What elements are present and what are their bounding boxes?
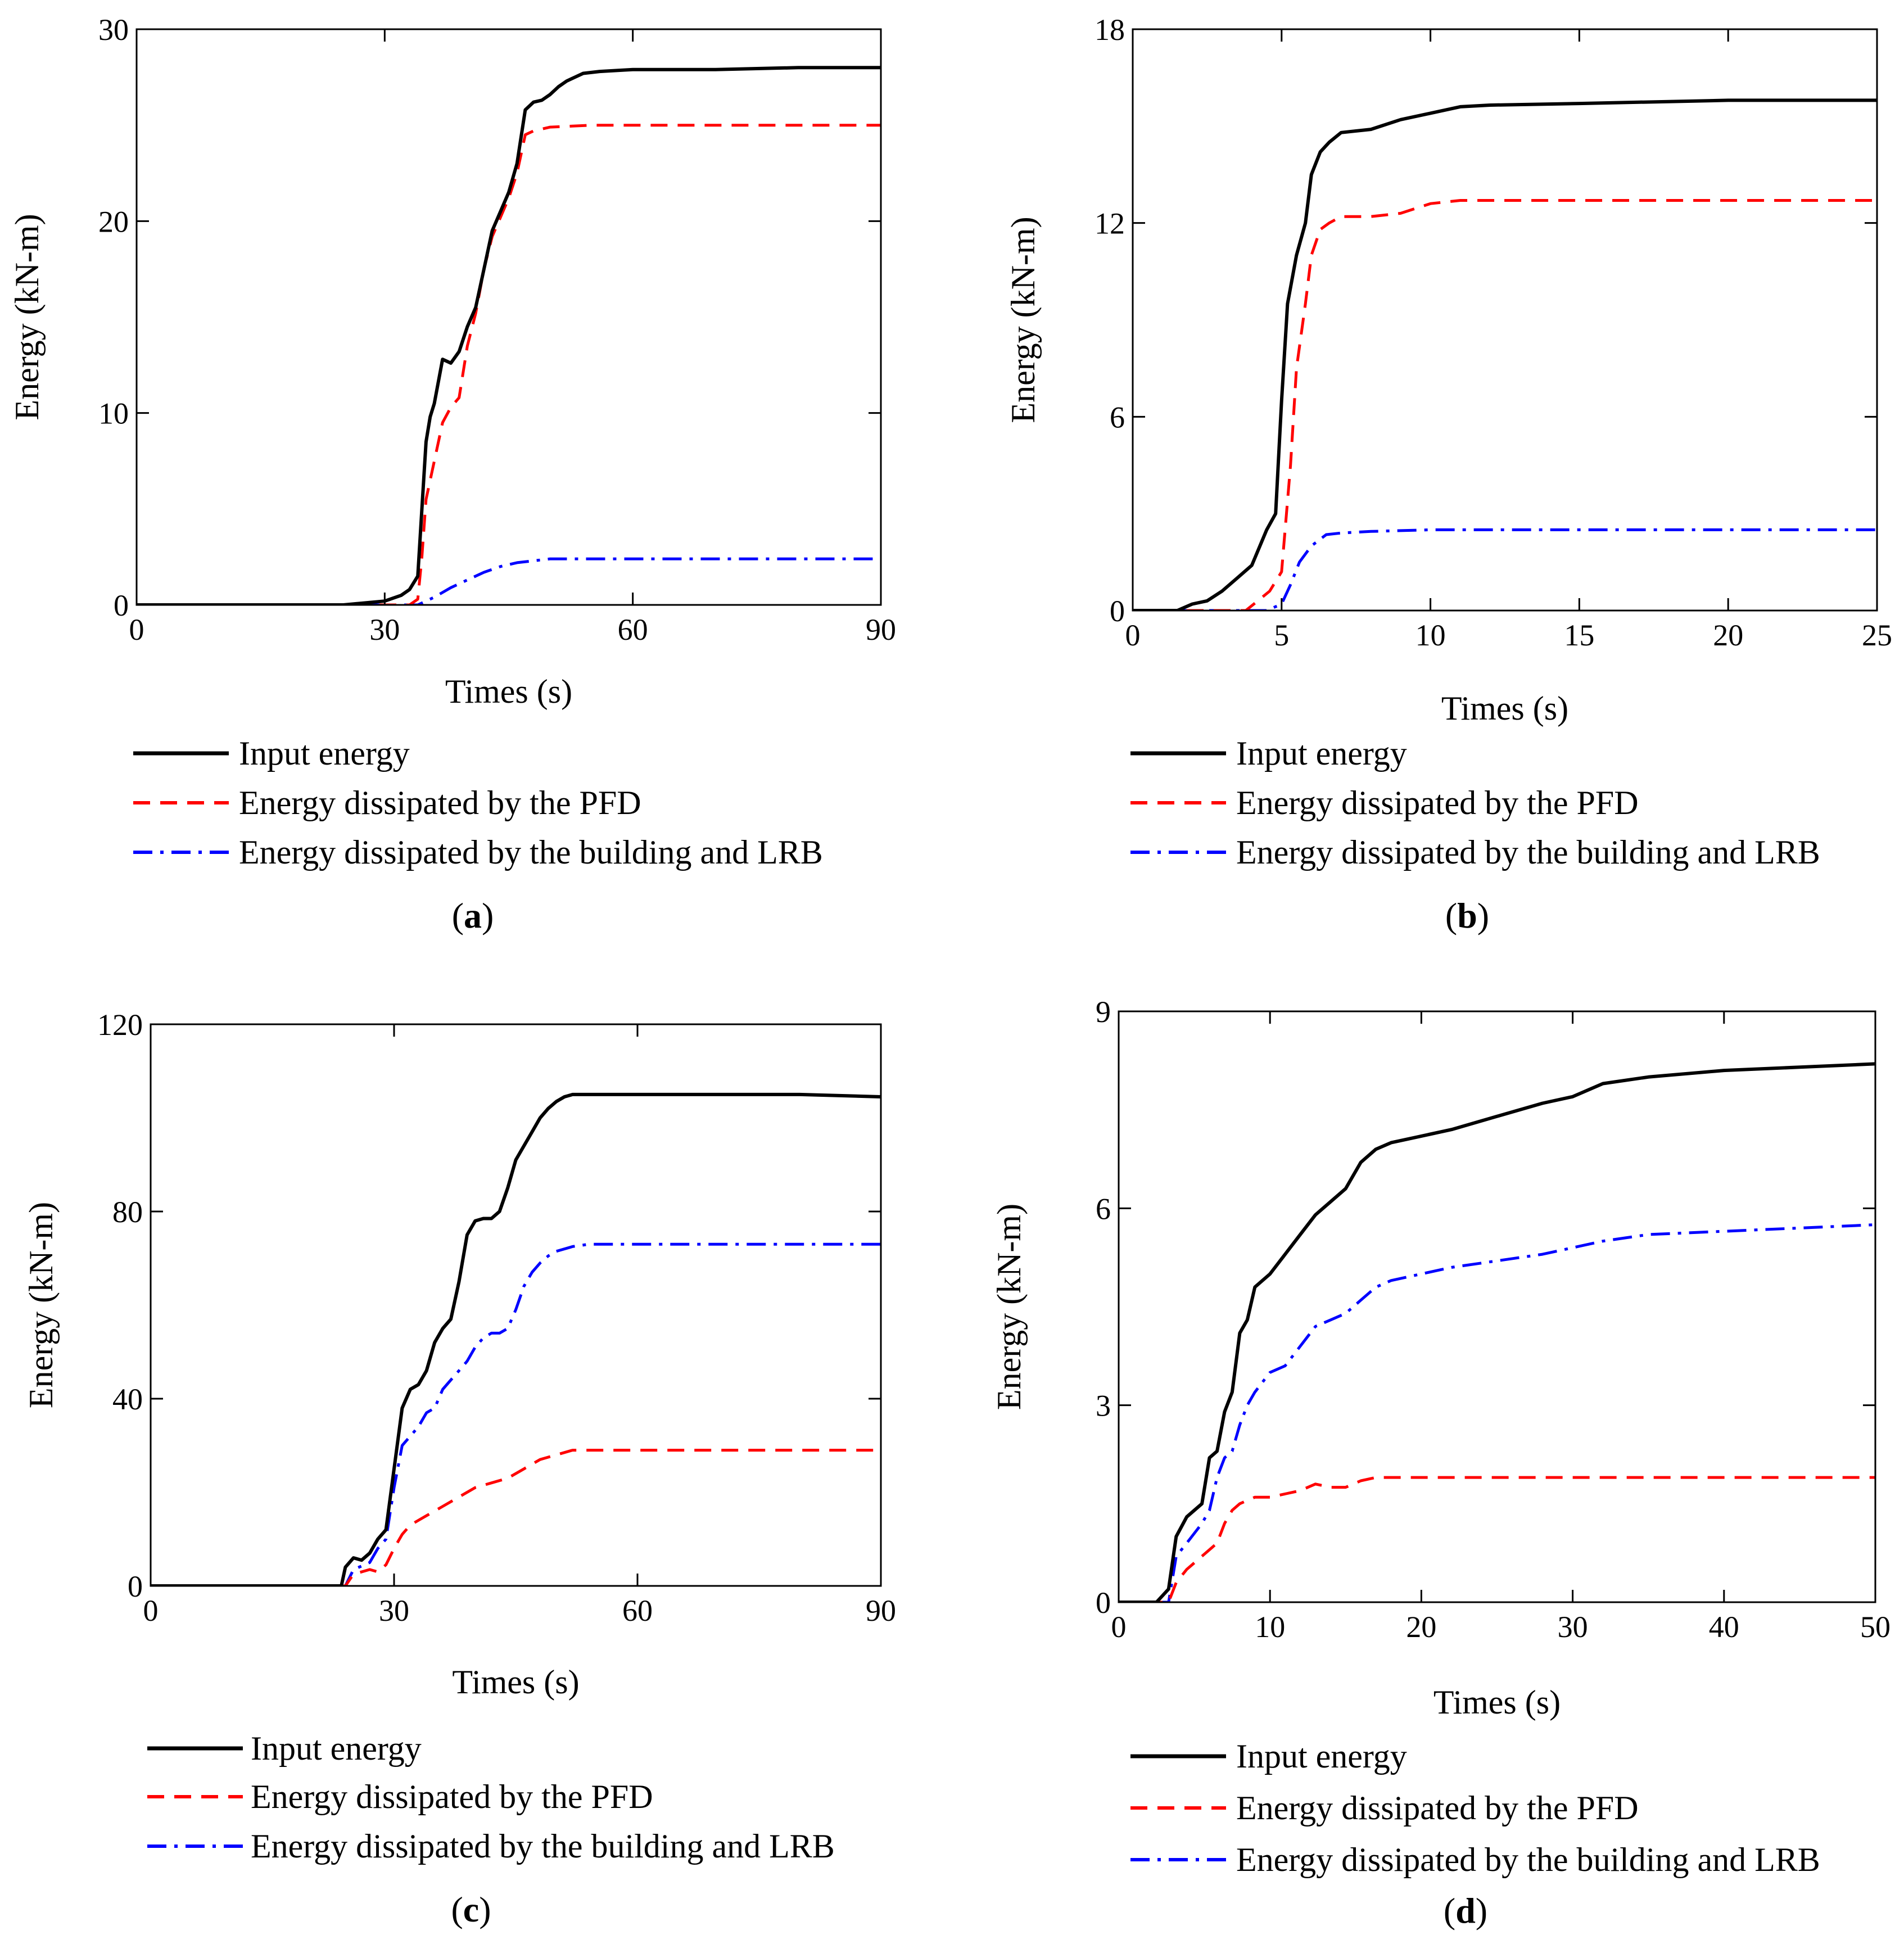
series-pfd-line (1119, 1476, 1875, 1602)
legend-label-pfd: Energy dissipated by the PFD (239, 784, 641, 821)
chart-panel-b: 0 5 10 15 20 25 0 6 12 18 Times (s) Energy (kN-m) In… (1005, 13, 1892, 935)
x-tick-label: 0 (143, 1594, 159, 1628)
y-tick-label: 6 (1096, 1192, 1111, 1226)
x-tick-label: 40 (1709, 1610, 1739, 1644)
x-axis-label: Times (s) (1433, 1684, 1561, 1721)
x-tick-label: 20 (1406, 1610, 1436, 1644)
x-axis-label: Times (s) (452, 1663, 579, 1701)
legend: Input energy Energy dissipated by the PFD… (133, 735, 823, 871)
x-tick-label: 90 (866, 613, 896, 647)
legend: Input energy Energy dissipated by the PFD… (147, 1730, 835, 1865)
y-tick-label: 20 (98, 205, 129, 238)
x-tick-label: 25 (1862, 618, 1892, 652)
y-tick-label: 0 (1110, 594, 1125, 628)
legend-label-input: Input energy (251, 1730, 422, 1767)
legend-label-input: Input energy (239, 735, 410, 772)
plot-frame (1132, 28, 1878, 612)
plot-frame (1118, 1010, 1876, 1603)
series-group (1119, 1062, 1875, 1602)
series-pfd-line (1133, 199, 1877, 611)
y-tick-label: 18 (1095, 13, 1125, 47)
x-tick-label: 60 (622, 1594, 653, 1628)
x-axis-label: Times (s) (445, 673, 572, 710)
series-lrb-line (1133, 528, 1877, 611)
series-group (1133, 98, 1877, 611)
y-axis-label: Energy (kN-m) (1005, 216, 1042, 423)
y-axis-label: Energy (kN-m) (8, 214, 46, 420)
x-tick-label: 5 (1274, 618, 1289, 652)
series-input-line (1133, 98, 1877, 611)
panel-label: (c) (451, 1889, 491, 1929)
chart-panel-d: 0 10 20 30 40 50 0 3 6 9 Times (s) Energy (kN-m) Inp… (991, 995, 1891, 1931)
plot-frame (135, 28, 882, 606)
series-input-line (1119, 1062, 1875, 1602)
legend-label-input: Input energy (1236, 1738, 1407, 1775)
y-tick-label: 30 (98, 13, 129, 47)
legend-label-pfd: Energy dissipated by the PFD (1236, 784, 1639, 821)
legend: Input energy Energy dissipated by the PFD… (1130, 1738, 1820, 1878)
y-tick-label: 80 (112, 1195, 143, 1229)
x-axis-label: Times (s) (1441, 690, 1568, 727)
y-tick-label: 6 (1110, 400, 1125, 434)
x-tick-label: 10 (1415, 618, 1446, 652)
y-tick-label: 0 (1096, 1586, 1111, 1620)
y-tick-label: 3 (1096, 1389, 1111, 1423)
chart-panel-a: 0 30 60 90 0 10 20 30 Times (s) Energy (kN-m) Inpu… (8, 13, 896, 935)
x-tick-label: 15 (1564, 618, 1594, 652)
x-tick-label: 0 (129, 613, 144, 647)
panel-label: (b) (1445, 896, 1489, 935)
chart-panel-c: 0 30 60 90 0 40 80 120 Times (s) Energy (kN-m) Inp… (22, 1008, 896, 1929)
legend-label-pfd: Energy dissipated by the PFD (251, 1778, 653, 1815)
x-tick-label: 90 (866, 1594, 896, 1628)
legend-label-pfd: Energy dissipated by the PFD (1236, 1789, 1639, 1827)
x-tick-label: 10 (1255, 1610, 1285, 1644)
y-axis-label: Energy (kN-m) (991, 1204, 1028, 1410)
x-tick-label: 30 (1558, 1610, 1588, 1644)
y-tick-label: 9 (1096, 995, 1111, 1029)
series-input-line (151, 1092, 881, 1586)
x-tick-label: 60 (618, 613, 648, 647)
series-group (151, 1092, 881, 1586)
x-tick-label: 30 (369, 613, 400, 647)
x-tick-label: 30 (379, 1594, 409, 1628)
plot-frame (150, 1023, 882, 1587)
y-tick-label: 0 (114, 589, 129, 622)
series-group (137, 66, 881, 605)
x-tick-label: 20 (1713, 618, 1743, 652)
legend-label-input: Input energy (1236, 735, 1407, 772)
y-tick-label: 10 (98, 397, 129, 431)
x-tick-label: 0 (1111, 1610, 1127, 1644)
y-tick-label: 120 (97, 1008, 143, 1042)
legend-label-lrb: Energy dissipated by the building and LR… (239, 834, 823, 871)
series-input-line (137, 66, 881, 605)
series-lrb-line (137, 557, 881, 605)
series-pfd-line (137, 124, 881, 605)
y-axis-label: Energy (kN-m) (22, 1202, 60, 1408)
legend-label-lrb: Energy dissipated by the building and LR… (1236, 1841, 1820, 1878)
series-lrb-line (151, 1242, 881, 1586)
legend-label-lrb: Energy dissipated by the building and LR… (1236, 834, 1820, 871)
x-tick-label: 0 (1125, 618, 1141, 652)
y-tick-label: 40 (112, 1382, 143, 1416)
series-pfd-line (151, 1449, 881, 1586)
y-tick-label: 0 (128, 1570, 143, 1603)
series-lrb-line (1119, 1223, 1875, 1602)
x-tick-label: 50 (1860, 1610, 1891, 1644)
y-tick-label: 12 (1095, 207, 1125, 241)
legend: Input energy Energy dissipated by the PFD… (1130, 735, 1820, 871)
legend-label-lrb: Energy dissipated by the building and LR… (251, 1828, 835, 1865)
panel-label: (a) (452, 896, 494, 935)
panel-label: (d) (1444, 1891, 1487, 1931)
